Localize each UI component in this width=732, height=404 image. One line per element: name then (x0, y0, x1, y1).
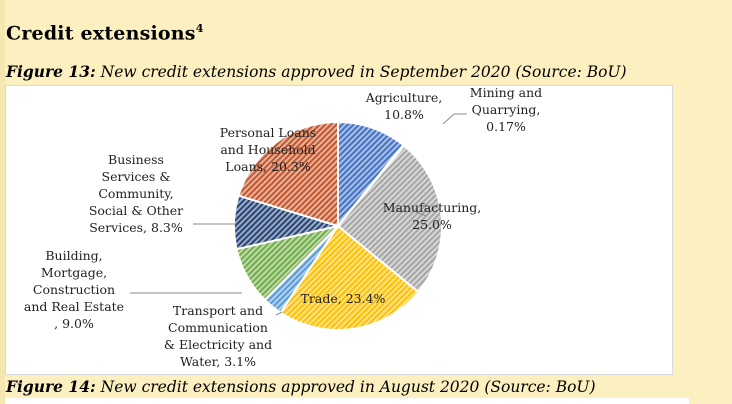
slice-labels: Agriculture, 10.8% Mining and Quarrying, 0.1… (24, 86, 542, 369)
slice-label-agriculture: Agriculture, 10.8% (365, 90, 442, 122)
slice-label-building-mortgage-construction-and-real-estate: Building, Mortgage, Construction and Real E… (24, 248, 124, 331)
leader-lines (130, 113, 467, 316)
slice-label-trade: Trade, 23.4% (301, 291, 386, 306)
slice-label-transport-and-communication-electricity-and-water: Transport and Communication & Electricity … (164, 303, 272, 369)
figure-14-text: New credit extensions approved in August… (95, 378, 596, 396)
pie-slice-personal-loans-and-household-loans (237, 120, 339, 228)
figure-14-caption: Figure 14: New credit extensions approve… (6, 377, 596, 396)
pie-chart-panel: Agriculture, 10.8% Mining and Quarrying, 0.1… (5, 85, 673, 375)
pie-chart: Agriculture, 10.8% Mining and Quarrying, 0.1… (24, 86, 542, 369)
leader-line-mining-and-quarrying (442, 113, 467, 125)
pie-slices (233, 120, 443, 331)
figure-14-label: Figure 14: (6, 377, 96, 396)
pie-slice-manufacturing (336, 144, 443, 294)
leader-line-transport-and-communication-electricity-and-water (275, 311, 283, 316)
next-chart-edge (5, 398, 689, 404)
section-title: Credit extensions (6, 22, 196, 45)
slice-label-manufacturing: Manufacturing, 25.0% (383, 200, 482, 232)
leader-line-manufacturing (415, 211, 427, 217)
slice-label-personal-loans-and-household-loans: Personal Loans and Household Loans, 20.3% (220, 125, 316, 174)
page-margin (0, 0, 5, 404)
figure-13-caption: Figure 13: New credit extensions approve… (6, 62, 627, 81)
section-heading: Credit extensions4 (6, 22, 204, 44)
figure-13-text: New credit extensions approved in Septem… (95, 63, 627, 81)
slice-label-mining-and-quarrying: Mining and Quarrying, 0.17% (470, 86, 542, 134)
footnote-marker: 4 (195, 22, 204, 35)
figure-13-label: Figure 13: (6, 62, 96, 81)
slice-label-business-services-community-social-other-services: Business Services & Community, Social & Oth… (89, 152, 183, 235)
pie-slice-agriculture (337, 120, 405, 229)
pie-slice-trade (279, 224, 420, 331)
